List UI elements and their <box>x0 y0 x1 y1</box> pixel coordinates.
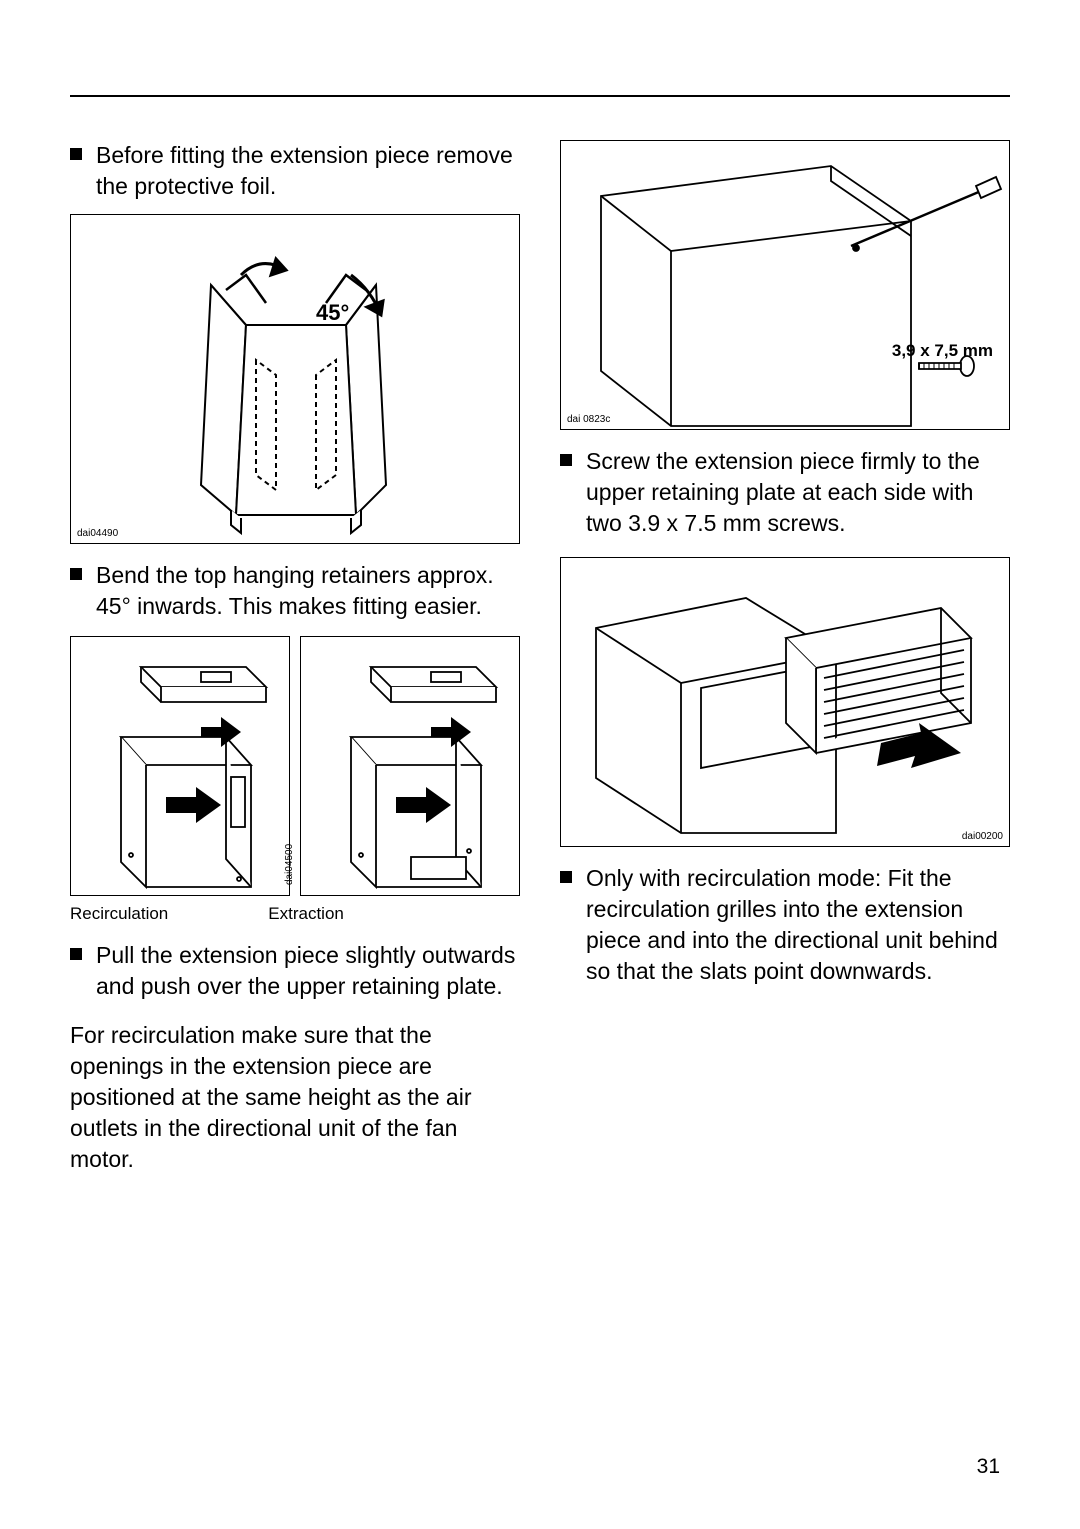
screw-size-label: 3,9 x 7,5 mm <box>892 341 993 361</box>
caption-extraction: Extraction <box>268 904 344 924</box>
figure-extraction: dai04500 <box>300 636 520 896</box>
figure-recirculation <box>70 636 290 896</box>
right-column: 3,9 x 7,5 mm dai 0823c Screw the extensi… <box>560 140 1010 1176</box>
left-column: Before fitting the extension piece remov… <box>70 140 520 1176</box>
top-divider <box>70 95 1010 97</box>
bullet-text: Screw the extension piece firmly to the … <box>586 446 1010 539</box>
bullet-square-icon <box>560 454 572 466</box>
bullet-item: Only with recirculation mode: Fit the re… <box>560 863 1010 987</box>
bullet-item: Pull the extension piece slightly outwar… <box>70 940 520 1002</box>
figure-id: dai04490 <box>77 528 118 539</box>
bullet-item: Bend the top hanging retainers approx. 4… <box>70 560 520 622</box>
bullet-text: Before fitting the extension piece remov… <box>96 140 520 202</box>
bullet-text: Only with recirculation mode: Fit the re… <box>586 863 1010 987</box>
angle-label: 45° <box>316 300 349 326</box>
bullet-item: Screw the extension piece firmly to the … <box>560 446 1010 539</box>
figure-id: dai00200 <box>962 831 1003 842</box>
bullet-square-icon <box>70 948 82 960</box>
figure-bend-retainers: 45° dai04490 <box>70 214 520 544</box>
figure-recirculation-grilles: dai00200 <box>560 557 1010 847</box>
paragraph-recirculation-note: For recirculation make sure that the ope… <box>70 1020 520 1175</box>
figure-captions: Recirculation Extraction <box>70 904 520 924</box>
figure-screw-plate: 3,9 x 7,5 mm dai 0823c <box>560 140 1010 430</box>
bullet-text: Bend the top hanging retainers approx. 4… <box>96 560 520 622</box>
figure-id: dai 0823c <box>567 414 610 425</box>
figure-row-modes: dai04500 <box>70 636 520 896</box>
caption-recirculation: Recirculation <box>70 904 168 924</box>
bullet-square-icon <box>560 871 572 883</box>
content-columns: Before fitting the extension piece remov… <box>70 140 1010 1176</box>
bullet-item: Before fitting the extension piece remov… <box>70 140 520 202</box>
bullet-text: Pull the extension piece slightly outwar… <box>96 940 520 1002</box>
bullet-square-icon <box>70 148 82 160</box>
figure-id: dai04500 <box>284 844 295 885</box>
page-number: 31 <box>977 1455 1000 1479</box>
bullet-square-icon <box>70 568 82 580</box>
